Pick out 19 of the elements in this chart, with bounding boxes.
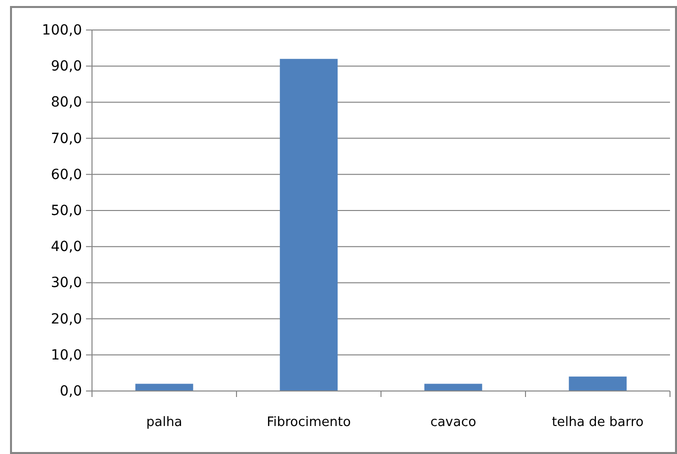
bar: [424, 384, 482, 391]
x-tick-label: Fibrocimento: [266, 415, 351, 430]
y-tick-label: 60,0: [50, 166, 82, 183]
y-tick-label: 50,0: [50, 202, 82, 219]
x-tick-label: telha de barro: [552, 415, 644, 430]
y-tick-label: 90,0: [50, 58, 82, 75]
y-tick-label: 30,0: [50, 275, 82, 292]
y-tick-label: 40,0: [50, 239, 82, 256]
bar: [135, 384, 194, 391]
y-tick-label: 10,0: [50, 347, 82, 364]
x-tick-label: cavaco: [430, 415, 476, 430]
y-tick-label: 100,0: [42, 22, 82, 38]
y-tick-label: 70,0: [50, 130, 82, 147]
bar: [568, 376, 627, 391]
x-tick-label: palha: [146, 415, 182, 430]
bar: [280, 58, 338, 391]
y-tick-label: 0,0: [60, 383, 82, 400]
y-tick-label: 20,0: [50, 311, 82, 328]
y-tick-label: 80,0: [50, 94, 82, 111]
